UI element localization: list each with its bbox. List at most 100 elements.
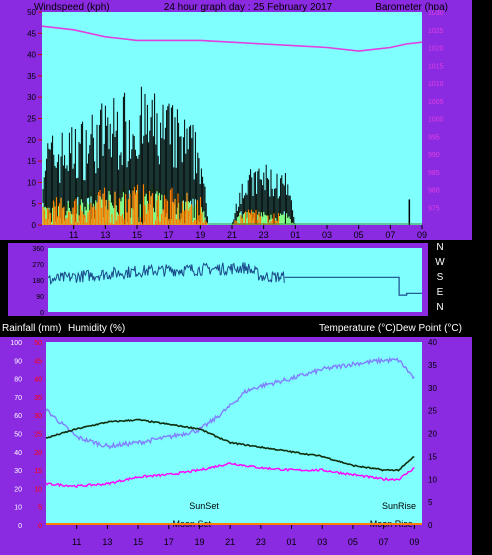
panel1-x-tick-label: 19 bbox=[195, 230, 205, 240]
baro-tick-label: 1010 bbox=[428, 81, 444, 88]
wind-tick-label: 5 bbox=[32, 200, 37, 209]
panel1-x-tick-label: 15 bbox=[132, 230, 142, 240]
temp-tick-label: 40 bbox=[428, 338, 437, 347]
rain-tick-label: 10 bbox=[34, 486, 42, 493]
baro-tick-label: 1025 bbox=[428, 28, 444, 35]
panel1-x-tick-label: 07 bbox=[385, 230, 395, 240]
rain-tick-label: 50 bbox=[34, 340, 42, 347]
sunrise-annotation: SunRise bbox=[382, 501, 416, 511]
temp-tick-label: 20 bbox=[428, 430, 437, 439]
wind-direction-flat-line bbox=[284, 276, 422, 296]
rain-tick-label: 30 bbox=[34, 413, 42, 420]
wind-tick-label: 20 bbox=[27, 136, 36, 145]
baro-tick-label: 990 bbox=[428, 152, 440, 159]
panel1-x-tick-label: 11 bbox=[69, 230, 78, 240]
panel1-x-tick-label: 03 bbox=[322, 230, 332, 240]
rain-tick-label: 5 bbox=[38, 505, 42, 512]
panel1-x-tick-label: 17 bbox=[164, 230, 174, 240]
humidity-tick-label: 90 bbox=[14, 358, 22, 365]
rain-tick-label: 20 bbox=[34, 450, 42, 457]
panel3-x-tick-label: 01 bbox=[287, 537, 297, 547]
rain-tick-label: 25 bbox=[34, 432, 42, 439]
panel1-x-tick-label: 01 bbox=[290, 230, 300, 240]
panel3-x-tick-label: 17 bbox=[164, 537, 174, 547]
panel1-x-tick-label: 05 bbox=[354, 230, 364, 240]
direction-tick-label: 360 bbox=[32, 246, 44, 253]
temp-tick-label: 5 bbox=[428, 498, 433, 507]
temp-tick-label: 30 bbox=[428, 384, 437, 393]
baro-tick-label: 995 bbox=[428, 134, 440, 141]
panel3-x-tick-label: 15 bbox=[133, 537, 143, 547]
panel1-x-tick-label: 09 bbox=[417, 230, 427, 240]
wind-tick-label: 50 bbox=[27, 8, 36, 17]
compass-label: S bbox=[437, 272, 444, 283]
rain-tick-label: 40 bbox=[34, 377, 42, 384]
compass-label: W bbox=[435, 257, 445, 268]
wind-tick-label: 0 bbox=[32, 221, 37, 230]
humidity-tick-label: 40 bbox=[14, 450, 22, 457]
baro-tick-label: 1000 bbox=[428, 117, 444, 124]
compass-label: N bbox=[436, 302, 443, 313]
windspeed-bars bbox=[42, 86, 296, 225]
humidity-tick-label: 100 bbox=[10, 340, 22, 347]
baro-tick-label: 1015 bbox=[428, 63, 444, 70]
rain-tick-label: 45 bbox=[34, 358, 42, 365]
header-right-label: Barometer (hpa) bbox=[375, 2, 448, 13]
temp-tick-label: 15 bbox=[428, 452, 437, 461]
wind-tick-label: 15 bbox=[27, 157, 36, 166]
direction-tick-label: 0 bbox=[40, 310, 44, 317]
panel3-x-tick-label: 13 bbox=[102, 537, 112, 547]
humidity-tick-label: 70 bbox=[14, 395, 22, 402]
sunset-annotation: SunSet bbox=[189, 501, 219, 511]
humidity-tick-label: 30 bbox=[14, 468, 22, 475]
panel3-x-tick-label: 23 bbox=[256, 537, 266, 547]
wind-bars-group bbox=[42, 86, 296, 225]
panel3-x-tick-label: 11 bbox=[72, 537, 81, 547]
humidity-line bbox=[45, 356, 415, 450]
temp-tick-label: 10 bbox=[428, 475, 437, 484]
temp-tick-label: 35 bbox=[428, 361, 437, 370]
panel2-plot-area bbox=[48, 248, 422, 312]
rain-tick-label: 0 bbox=[38, 523, 42, 530]
baro-tick-label: 985 bbox=[428, 170, 440, 177]
compass-label: E bbox=[437, 287, 444, 298]
panel1-x-tick-label: 23 bbox=[259, 230, 269, 240]
baro-tick-label: 980 bbox=[428, 188, 440, 195]
baro-tick-label: 1005 bbox=[428, 99, 444, 106]
humidity-tick-label: 0 bbox=[18, 523, 22, 530]
barometer-line bbox=[41, 25, 423, 52]
panel3-x-tick-label: 19 bbox=[194, 537, 204, 547]
compass-label: N bbox=[436, 242, 443, 253]
rain-tick-label: 15 bbox=[34, 468, 42, 475]
header-left-label: Windspeed (kph) bbox=[34, 2, 110, 13]
dewpoint-line bbox=[45, 462, 415, 489]
wind-tick-label: 45 bbox=[27, 29, 36, 38]
panel3-plot-area bbox=[46, 342, 422, 525]
panel1-x-tick-label: 13 bbox=[100, 230, 110, 240]
panel3-x-tick-label: 07 bbox=[379, 537, 389, 547]
humidity-tick-label: 10 bbox=[14, 505, 22, 512]
temperature-line bbox=[45, 418, 415, 472]
panel3-x-tick-label: 05 bbox=[348, 537, 358, 547]
rainfall-axis-label: Rainfall (mm) bbox=[2, 323, 61, 334]
baro-tick-label: 1020 bbox=[428, 46, 444, 53]
wind-tick-label: 30 bbox=[27, 93, 36, 102]
humidity-tick-label: 20 bbox=[14, 486, 22, 493]
direction-tick-label: 180 bbox=[32, 278, 44, 285]
humidity-axis-label: Humidity (%) bbox=[68, 323, 125, 334]
temperature-axis-label: Temperature (°C)Dew Point (°C) bbox=[319, 323, 462, 334]
humidity-tick-label: 50 bbox=[14, 432, 22, 439]
temp-tick-label: 25 bbox=[428, 407, 437, 416]
direction-tick-label: 270 bbox=[32, 262, 44, 269]
wind-tick-label: 35 bbox=[27, 72, 36, 81]
direction-tick-label: 90 bbox=[36, 294, 44, 301]
panel3-x-tick-label: 21 bbox=[225, 537, 235, 547]
wind-tick-label: 40 bbox=[27, 51, 36, 60]
humidity-tick-label: 60 bbox=[14, 413, 22, 420]
orange-bars bbox=[42, 184, 280, 225]
baro-tick-label: 975 bbox=[428, 205, 440, 212]
panel3-x-tick-label: 03 bbox=[317, 537, 327, 547]
panel3-x-tick-label: 09 bbox=[409, 537, 419, 547]
